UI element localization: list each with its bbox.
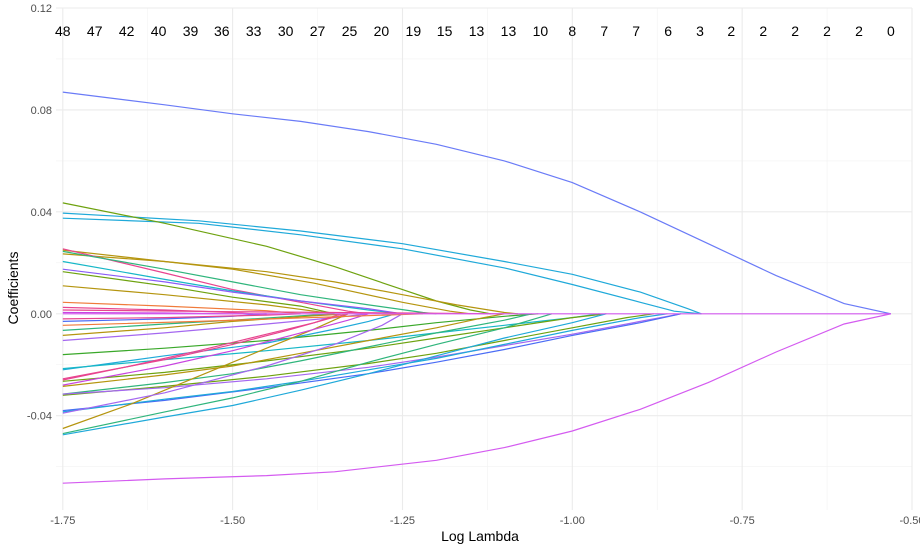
series-line-28 — [62, 313, 532, 395]
top-count-label: 42 — [119, 23, 135, 39]
series-line-31 — [62, 313, 682, 412]
series-line-26 — [62, 313, 607, 382]
top-count-label: 13 — [469, 23, 485, 39]
series-line-30 — [62, 313, 682, 395]
series-line-7 — [62, 253, 471, 315]
x-tick-label: -1.75 — [50, 515, 75, 527]
x-tick-label: -1.50 — [220, 515, 245, 527]
x-tick-label: -1.00 — [560, 515, 585, 527]
series-line-32 — [62, 313, 668, 413]
top-count-label: 33 — [246, 23, 262, 39]
x-axis-tick-labels: -1.75 -1.50 -1.25 -1.00 -0.75 -0.50 — [50, 515, 920, 527]
series-line-40 — [62, 313, 423, 326]
series-line-2 — [62, 313, 892, 484]
series-line-11 — [62, 268, 403, 315]
top-count-label: 36 — [214, 23, 230, 39]
series-line-9 — [62, 250, 437, 315]
series-line-1 — [62, 91, 892, 315]
top-count-label: 47 — [87, 23, 103, 39]
x-tick-label: -0.50 — [899, 515, 920, 527]
series-line-23 — [62, 313, 396, 371]
series-line-5 — [62, 202, 491, 315]
series-line-29 — [62, 313, 654, 396]
top-count-label: 19 — [406, 23, 422, 39]
top-count-label: 2 — [823, 23, 831, 39]
series-line-33 — [62, 313, 607, 436]
y-tick-label: 0.00 — [31, 309, 52, 321]
top-count-label: 0 — [887, 23, 895, 39]
top-count-labels: 48 47 42 40 39 36 33 30 27 25 20 19 15 13 13 10 8 7 7 6 3 2 2 2… — [55, 23, 895, 39]
top-count-label: 7 — [600, 23, 608, 39]
x-axis-title: Log Lambda — [441, 528, 519, 544]
x-tick-label: -0.75 — [730, 515, 755, 527]
top-count-label: 27 — [310, 23, 326, 39]
x-tick-label: -1.25 — [390, 515, 415, 527]
series-line-19 — [62, 313, 349, 336]
series-line-36 — [62, 313, 403, 414]
series-line-3 — [62, 212, 702, 315]
top-count-label: 25 — [342, 23, 358, 39]
series-line-12 — [62, 271, 335, 315]
series-line-27 — [62, 313, 505, 387]
y-tick-label: 0.12 — [31, 3, 52, 15]
top-count-label: 8 — [568, 23, 576, 39]
y-tick-label: 0.08 — [31, 105, 52, 117]
top-count-label: 3 — [696, 23, 704, 39]
top-count-label: 2 — [727, 23, 735, 39]
top-count-label: 30 — [278, 23, 294, 39]
top-count-label: 10 — [533, 23, 549, 39]
series-lines — [62, 91, 892, 484]
top-count-label: 40 — [151, 23, 167, 39]
series-line-4 — [62, 217, 702, 315]
y-axis-title: Coefficients — [5, 252, 21, 325]
top-count-label: 48 — [55, 23, 71, 39]
top-count-label: 39 — [183, 23, 199, 39]
top-count-label: 7 — [632, 23, 640, 39]
series-line-34 — [62, 313, 553, 435]
y-tick-label: 0.04 — [31, 207, 52, 219]
top-count-label: 2 — [791, 23, 799, 39]
top-count-label: 15 — [437, 23, 453, 39]
top-count-label: 2 — [855, 23, 863, 39]
top-count-label: 13 — [501, 23, 517, 39]
grid — [56, 7, 913, 510]
top-count-label: 20 — [374, 23, 390, 39]
series-line-21 — [62, 313, 301, 320]
series-line-38 — [62, 313, 349, 380]
top-count-label: 6 — [664, 23, 672, 39]
series-line-37 — [62, 313, 369, 386]
y-axis-tick-labels: -0.04 0.00 0.04 0.08 0.12 — [27, 3, 52, 423]
series-line-35 — [62, 313, 349, 430]
top-count-label: 2 — [759, 23, 767, 39]
y-tick-label: -0.04 — [27, 411, 52, 423]
